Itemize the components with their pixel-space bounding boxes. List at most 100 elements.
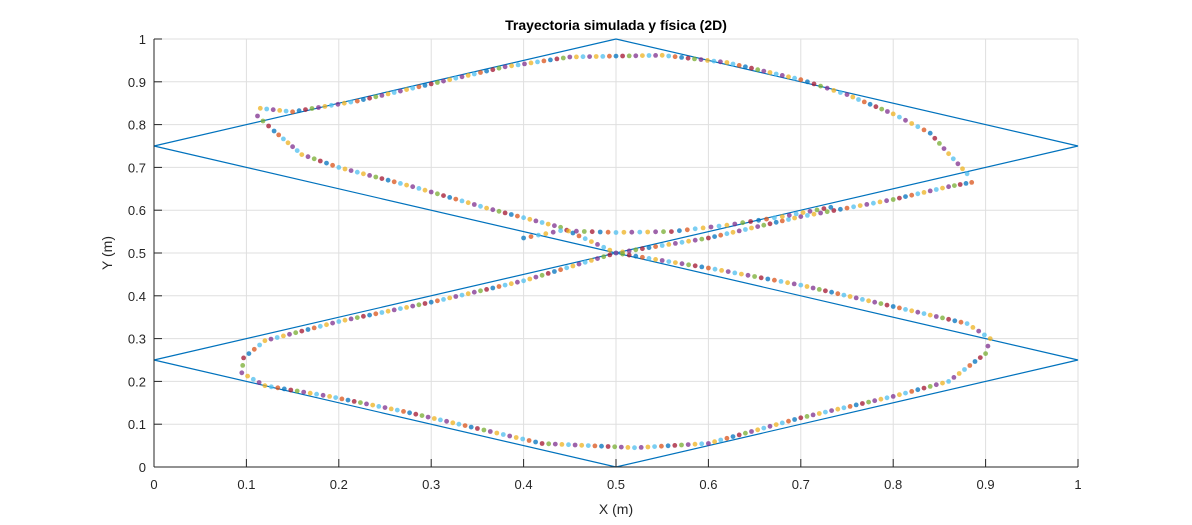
- trajectory-point: [884, 395, 890, 401]
- trajectory-point: [281, 136, 286, 142]
- trajectory-point: [884, 302, 890, 308]
- trajectory-point: [792, 215, 797, 221]
- trajectory-point: [268, 336, 274, 342]
- trajectory-point: [621, 229, 627, 235]
- trajectory-point: [246, 351, 252, 356]
- trajectory-point: [626, 252, 632, 258]
- trajectory-point: [620, 53, 625, 59]
- trajectory-point: [294, 148, 300, 154]
- trajectory-point: [767, 70, 773, 75]
- trajectory-point: [459, 292, 465, 298]
- trajectory-point: [613, 230, 619, 235]
- trajectory-point: [805, 213, 810, 218]
- trajectory-point: [685, 442, 691, 447]
- trajectory-point: [640, 254, 645, 260]
- trajectory-point: [459, 74, 465, 80]
- y-tick-label: 0.5: [128, 246, 146, 261]
- trajectory-point: [605, 229, 611, 235]
- trajectory-point: [450, 420, 456, 426]
- y-tick-label: 0.7: [128, 160, 146, 175]
- trajectory-point: [764, 216, 769, 222]
- trajectory-point: [841, 405, 847, 411]
- trajectory-point: [410, 303, 416, 309]
- trajectory-point: [756, 217, 761, 223]
- trajectory-point: [864, 202, 870, 207]
- trajectory-point: [692, 263, 698, 269]
- trajectory-point: [290, 109, 295, 115]
- trajectory-point: [666, 259, 672, 264]
- trajectory-point: [322, 104, 328, 109]
- trajectory-point: [255, 113, 260, 119]
- trajectory-point: [952, 318, 958, 324]
- trajectory-point: [755, 224, 761, 230]
- trajectory-point: [566, 442, 571, 448]
- trajectory-point: [659, 443, 664, 449]
- x-tick-label: 0.7: [792, 477, 810, 492]
- trajectory-point: [388, 406, 394, 412]
- trajectory-point: [559, 442, 565, 447]
- trajectory-point: [520, 436, 526, 442]
- trajectory-point: [262, 338, 268, 344]
- trajectory-point: [952, 183, 957, 189]
- trajectory-point: [847, 404, 853, 409]
- trajectory-point: [814, 207, 820, 213]
- trajectory-point: [745, 272, 751, 278]
- trajectory-point: [589, 229, 595, 235]
- trajectory-point: [490, 285, 496, 291]
- trajectory-point: [500, 432, 506, 437]
- trajectory-point: [692, 56, 697, 62]
- trajectory-point: [699, 264, 705, 270]
- trajectory-point: [730, 61, 736, 67]
- trajectory-point: [956, 371, 962, 376]
- trajectory-point: [672, 443, 678, 448]
- trajectory-point: [732, 270, 738, 276]
- trajectory-point: [317, 158, 323, 164]
- trajectory-point: [673, 241, 678, 246]
- trajectory-point: [685, 55, 691, 61]
- trajectory-point: [509, 63, 514, 69]
- trajectory-point: [844, 92, 850, 97]
- trajectory-point: [351, 399, 357, 404]
- x-tick-label: 0.2: [330, 477, 348, 492]
- trajectory-point: [613, 53, 619, 59]
- trajectory-point: [299, 152, 305, 158]
- trajectory-point: [698, 57, 704, 62]
- trajectory-point: [853, 402, 859, 408]
- trajectory-point: [823, 409, 828, 415]
- trajectory-point: [976, 328, 982, 334]
- trajectory-point: [633, 53, 639, 59]
- trajectory-point: [294, 388, 300, 394]
- x-tick-label: 0.9: [977, 477, 995, 492]
- x-tick-label: 0.3: [422, 477, 440, 492]
- trajectory-point: [736, 63, 742, 68]
- trajectory-point: [333, 395, 339, 400]
- trajectory-point: [438, 417, 443, 423]
- trajectory-point: [521, 278, 526, 284]
- trajectory-point: [640, 246, 645, 252]
- trajectory-point: [951, 375, 957, 380]
- trajectory-point: [456, 421, 462, 427]
- trajectory-point: [646, 53, 652, 58]
- trajectory-point: [342, 166, 348, 172]
- trajectory-point: [526, 438, 532, 443]
- trajectory-point: [786, 212, 792, 218]
- trajectory-point: [564, 265, 570, 271]
- trajectory-point: [240, 363, 246, 368]
- trajectory-point: [428, 299, 434, 305]
- trajectory-point: [576, 261, 582, 267]
- trajectory-point: [277, 108, 283, 113]
- trajectory-point: [428, 189, 434, 195]
- trajectory-point: [927, 384, 933, 389]
- trajectory-point: [401, 409, 406, 414]
- trajectory-point: [712, 266, 718, 272]
- trajectory-point: [465, 200, 471, 206]
- trajectory-point: [772, 215, 777, 221]
- trajectory-point: [311, 325, 317, 331]
- trajectory-point: [589, 239, 594, 245]
- trajectory-point: [626, 53, 632, 59]
- trajectory-point: [502, 64, 508, 70]
- trajectory-point: [927, 130, 933, 136]
- trajectory-point: [330, 320, 335, 326]
- trajectory-point: [915, 124, 921, 130]
- trajectory-point: [336, 319, 342, 324]
